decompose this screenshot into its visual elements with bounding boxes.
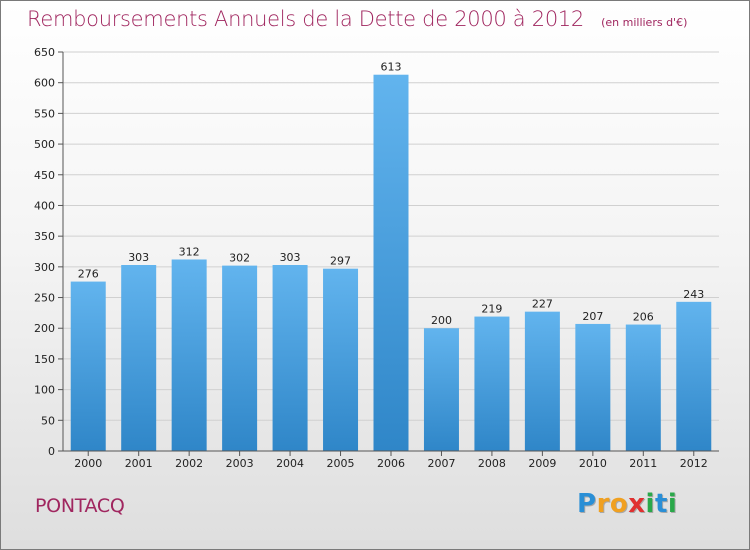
bar-value-label: 200	[431, 314, 452, 327]
x-tick-label: 2004	[276, 457, 304, 470]
logo-letter: t	[654, 489, 668, 519]
commune-name: PONTACQ	[35, 495, 125, 517]
bar-value-label: 302	[229, 252, 250, 265]
bar-2008	[474, 316, 510, 451]
logo-letter: P	[577, 489, 597, 519]
y-tick-label: 600	[34, 77, 55, 90]
bar-2003	[222, 265, 258, 451]
y-tick-label: 50	[41, 414, 55, 427]
bar-value-label: 312	[179, 245, 200, 258]
bar-value-label: 243	[683, 288, 704, 301]
bar-value-label: 303	[280, 251, 301, 264]
bar-value-label: 303	[128, 251, 149, 264]
bar-value-label: 276	[78, 268, 99, 281]
bar-value-label: 227	[532, 298, 553, 311]
y-tick-label: 150	[34, 353, 55, 366]
bar-2009	[524, 311, 560, 451]
x-tick-label: 2012	[680, 457, 708, 470]
x-tick-label: 2007	[427, 457, 455, 470]
y-tick-label: 0	[48, 445, 55, 458]
chart-title: Remboursements Annuels de la Dette de 20…	[27, 7, 584, 31]
logo-letter: x	[628, 489, 646, 519]
bar-2002	[171, 259, 207, 451]
y-tick-label: 500	[34, 138, 55, 151]
x-tick-label: 2002	[175, 457, 203, 470]
bar-2011	[625, 324, 661, 451]
y-tick-label: 650	[34, 46, 55, 59]
y-tick-label: 350	[34, 230, 55, 243]
x-tick-label: 2005	[327, 457, 355, 470]
x-tick-label: 2010	[579, 457, 607, 470]
y-tick-label: 100	[34, 384, 55, 397]
logo-letter: r	[596, 489, 610, 519]
y-tick-label: 250	[34, 292, 55, 305]
y-tick-label: 550	[34, 107, 55, 120]
bars: 276 303 312 302 303 297 613 200 219 227 207 206 243	[70, 61, 712, 451]
x-tick-label: 2000	[74, 457, 102, 470]
bar-2004	[272, 265, 308, 451]
bar-2012	[676, 301, 712, 451]
axes: 0 50 100 150 200 250 300 350 400 450 500 550 600 650 2…	[34, 46, 719, 470]
x-tick-label: 2003	[226, 457, 254, 470]
x-tick-label: 2008	[478, 457, 506, 470]
x-tick-label: 2011	[629, 457, 657, 470]
unit-note: (en milliers d'€)	[601, 16, 688, 29]
logo-letter: i	[667, 489, 678, 519]
x-tick-label: 2006	[377, 457, 405, 470]
chart-title-row: Remboursements Annuels de la Dette de 20…	[27, 7, 687, 31]
y-tick-label: 450	[34, 169, 55, 182]
bar-value-label: 219	[481, 303, 502, 316]
y-tick-label: 300	[34, 261, 55, 274]
logo-letter: i	[645, 489, 655, 519]
y-tick-label: 200	[34, 322, 55, 335]
bar-value-label: 297	[330, 255, 351, 268]
bar-2007	[423, 328, 459, 451]
proxiti-logo[interactable]: Proxiti	[577, 489, 677, 519]
bar-2000	[70, 281, 106, 451]
logo-letter: o	[609, 489, 629, 519]
bar-2001	[121, 265, 157, 451]
bar-value-label: 613	[381, 61, 402, 74]
bar-2005	[323, 268, 359, 451]
y-tick-label: 400	[34, 199, 55, 212]
bar-value-label: 207	[582, 310, 603, 323]
x-tick-label: 2009	[528, 457, 556, 470]
bar-value-label: 206	[633, 311, 654, 324]
bar-2006	[373, 74, 409, 451]
x-tick-label: 2001	[125, 457, 153, 470]
bar-2010	[575, 323, 611, 451]
